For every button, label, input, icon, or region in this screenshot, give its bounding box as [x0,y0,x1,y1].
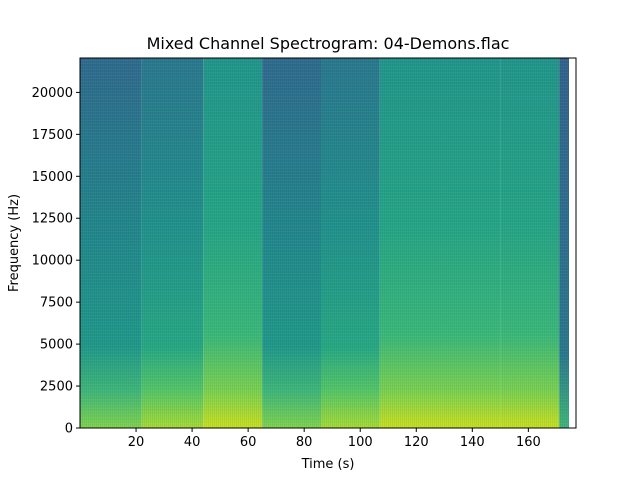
plot-area [79,57,577,429]
x-tick-label: 140 [460,435,485,450]
y-axis: 0 2500 5000 7500 10000 12500 15000 17500 20000 [32,86,80,437]
y-tick-label: 12500 [32,212,73,227]
y-tick-label: 20000 [32,86,73,101]
x-tick-label: 80 [296,435,313,450]
spectrogram-harmonics [80,58,569,428]
y-tick-label: 2500 [40,380,73,395]
x-tick-label: 40 [184,435,201,450]
y-tick-label: 5000 [40,338,73,353]
x-tick-label: 100 [348,435,373,450]
x-tick-label: 120 [404,435,429,450]
chart-title: Mixed Channel Spectrogram: 04-Demons.fla… [147,34,510,53]
x-axis-label: Time (s) [301,457,355,472]
y-axis-label: Frequency (Hz) [7,194,22,292]
x-tick-label: 20 [128,435,145,450]
x-tick-label: 160 [516,435,541,450]
y-tick-label: 7500 [40,296,73,311]
y-tick-label: 0 [65,422,73,437]
plot-frame [79,57,577,429]
y-tick-label: 10000 [32,254,73,269]
y-tick-label: 17500 [32,128,73,143]
x-axis: 20 40 60 80 100 120 140 160 [128,428,541,450]
x-tick-label: 60 [240,435,257,450]
y-tick-label: 15000 [32,170,73,185]
